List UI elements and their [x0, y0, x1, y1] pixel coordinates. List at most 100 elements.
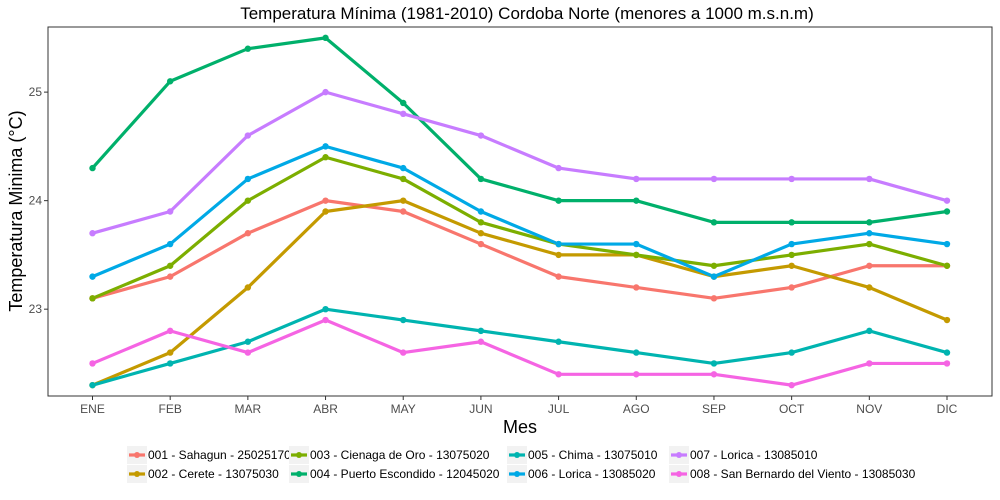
series-line-2	[90, 199, 949, 387]
chart-title: Temperatura Mínima (1981-2010) Cordoba N…	[240, 4, 814, 23]
legend-key-point	[676, 471, 682, 477]
data-point	[244, 45, 252, 52]
x-tick-label: AGO	[623, 402, 650, 416]
data-point	[244, 175, 252, 183]
series-line-4	[90, 36, 949, 224]
data-point	[866, 262, 873, 269]
data-point	[710, 273, 718, 280]
x-tick-label: JUL	[548, 402, 570, 416]
data-point	[710, 360, 718, 367]
x-tick-label: FEB	[159, 402, 182, 416]
data-point	[89, 295, 96, 302]
data-point	[477, 338, 485, 345]
data-point	[633, 371, 640, 378]
data-point	[322, 154, 329, 161]
data-point	[633, 197, 640, 204]
data-point	[866, 360, 873, 367]
legend-item-2: 002 - Cerete - 13075030	[127, 465, 279, 483]
y-axis: 23 24 25	[29, 85, 48, 316]
data-point	[166, 208, 174, 215]
data-point	[788, 219, 795, 226]
data-point	[322, 197, 329, 204]
data-point	[322, 208, 329, 215]
legend-item-3: 003 - Cienaga de Oro - 13075020	[289, 446, 490, 464]
data-point	[400, 197, 407, 204]
legend-key-point	[676, 452, 682, 458]
x-tick-label: DIC	[937, 402, 958, 416]
legend-key-point	[514, 452, 520, 458]
data-point	[788, 381, 795, 389]
legend-label: 007 - Lorica - 13085010	[690, 448, 818, 462]
data-point	[400, 349, 407, 356]
series-line-7	[90, 90, 949, 235]
data-point	[633, 175, 640, 183]
x-tick-label: ENE	[80, 402, 105, 416]
data-point	[244, 284, 252, 291]
legend-label: 005 - Chima - 13075010	[528, 448, 658, 462]
y-tick-label: 24	[29, 194, 43, 208]
data-point	[477, 132, 485, 139]
legend-key-point	[514, 471, 520, 477]
data-point	[943, 360, 951, 367]
data-point	[866, 230, 873, 237]
x-tick-label: MAR	[235, 402, 262, 416]
legend-item-5: 005 - Chima - 13075010	[507, 446, 658, 464]
data-point	[866, 219, 873, 226]
data-point	[710, 175, 718, 183]
data-point	[555, 338, 562, 345]
data-point	[477, 230, 485, 237]
legend-item-8: 008 - San Bernardo del Viento - 13085030	[669, 465, 916, 483]
data-point	[866, 175, 873, 183]
data-point	[400, 316, 407, 324]
data-point	[555, 371, 562, 378]
legend-label: 004 - Puerto Escondido - 12045020	[310, 467, 500, 481]
data-point	[633, 240, 640, 248]
data-point	[322, 34, 329, 42]
legend-item-1: 001 - Sahagun - 25025170	[127, 446, 291, 464]
legend-label: 006 - Lorica - 13085020	[528, 467, 656, 481]
data-point	[166, 327, 174, 335]
data-point	[322, 143, 329, 150]
legend-item-6: 006 - Lorica - 13085020	[507, 465, 656, 483]
data-point	[788, 175, 795, 183]
legend-item-4: 004 - Puerto Escondido - 12045020	[289, 465, 500, 483]
series-line-8	[90, 318, 949, 387]
data-point	[788, 284, 795, 291]
data-point	[477, 240, 485, 248]
data-point	[89, 273, 96, 280]
data-point	[400, 110, 407, 118]
data-point	[166, 262, 174, 269]
legend-label: 002 - Cerete - 13075030	[148, 467, 279, 481]
legend-item-7: 007 - Lorica - 13085010	[669, 446, 818, 464]
data-point	[477, 219, 485, 226]
data-point	[322, 316, 329, 324]
data-point	[322, 305, 329, 313]
data-point	[477, 208, 485, 215]
data-point	[89, 381, 96, 389]
data-point	[555, 164, 562, 172]
data-point	[244, 349, 252, 356]
y-tick-label: 25	[29, 85, 43, 99]
legend-label: 001 - Sahagun - 25025170	[148, 448, 291, 462]
data-point	[943, 316, 951, 324]
data-point	[400, 175, 407, 183]
data-point	[244, 197, 252, 204]
data-point	[710, 219, 718, 226]
data-point	[400, 208, 407, 215]
data-point	[89, 360, 96, 367]
y-axis-title: Temperatura Minima (°C)	[6, 110, 26, 311]
data-point	[866, 240, 873, 248]
data-point	[89, 164, 96, 172]
data-point	[477, 327, 485, 335]
legend-label: 008 - San Bernardo del Viento - 13085030	[690, 467, 916, 481]
data-point	[555, 197, 562, 204]
data-point	[89, 230, 96, 237]
data-point	[400, 99, 407, 107]
data-point	[710, 262, 718, 269]
series-lines	[90, 36, 949, 387]
data-point	[244, 132, 252, 139]
data-point	[943, 240, 951, 248]
data-point	[400, 164, 407, 172]
data-point	[166, 349, 174, 356]
data-point	[244, 230, 252, 237]
